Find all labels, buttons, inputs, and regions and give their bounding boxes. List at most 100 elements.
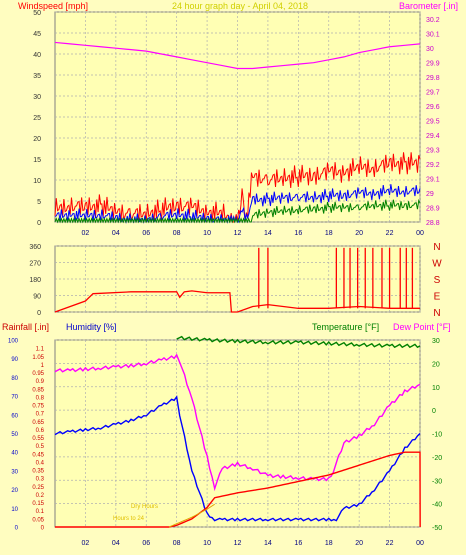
compass-label: N	[433, 308, 440, 319]
rain-tick-label: 0.4	[36, 460, 45, 466]
humidity-tick-label: 70	[11, 395, 18, 401]
y2-tick-label: 30.1	[426, 32, 440, 39]
rain-tick-label: 0.3	[36, 477, 45, 483]
rain-tick-label: 0.65	[32, 420, 44, 426]
y-tick-label: 25	[33, 115, 41, 122]
humidity-tick-label: 80	[11, 376, 18, 382]
series-rainfall	[55, 451, 421, 528]
left-axis-label: Windspeed [mph]	[18, 1, 88, 11]
y2-tick-label: 29.3	[426, 148, 440, 155]
x-tick-label: 12	[234, 540, 242, 547]
y2-tick-label: 29.4	[426, 133, 440, 140]
right-axis-label: Barometer [.in]	[399, 1, 458, 11]
temp-tick-label: 0	[432, 408, 436, 415]
x-tick-label: 02	[82, 230, 90, 237]
x-tick-label: 00	[416, 540, 424, 547]
rain-tick-label: 0.6	[36, 428, 45, 434]
x-tick-label: 22	[386, 230, 394, 237]
temp-tick-label: 20	[432, 361, 440, 368]
series-temperature	[176, 335, 421, 349]
y-tick-label: 35	[33, 73, 41, 80]
y2-tick-label: 28.9	[426, 206, 440, 213]
y-tick-label: 50	[33, 10, 41, 17]
rain-humidity-temperature-chart: -50-40-30-20-10010203000.050.10.150.20.2…	[2, 322, 451, 547]
x-tick-label: 20	[355, 540, 363, 547]
compass-label: W	[432, 259, 442, 270]
y-tick-label: 180	[29, 277, 41, 284]
rain-tick-label: 0.95	[32, 371, 44, 377]
rain-tick-label: 0.35	[32, 469, 44, 475]
temp-tick-label: 30	[432, 338, 440, 345]
y2-tick-label: 29.8	[426, 75, 440, 82]
rain-tick-label: 0.1	[36, 509, 45, 515]
x-tick-label: 04	[112, 540, 120, 547]
series-rain-rate	[168, 503, 215, 528]
y2-tick-label: 29	[426, 191, 434, 198]
y-tick-label: 360	[29, 244, 41, 251]
dew-point-axis-label: Dew Point [°F]	[393, 322, 451, 332]
x-tick-label: 12	[234, 230, 242, 237]
humidity-tick-label: 0	[15, 526, 19, 532]
y2-tick-label: 28.8	[426, 220, 440, 227]
temp-tick-label: -50	[432, 525, 442, 532]
x-tick-label: 16	[294, 230, 302, 237]
rain-tick-label: 0.55	[32, 436, 44, 442]
y2-tick-label: 29.5	[426, 119, 440, 126]
y-tick-label: 10	[33, 178, 41, 185]
temp-tick-label: 10	[432, 385, 440, 392]
temperature-axis-label: Temperature [°F]	[312, 322, 379, 332]
x-tick-label: 22	[386, 540, 394, 547]
rain-tick-label: 0.25	[32, 485, 44, 491]
rain-tick-label: 0.15	[32, 501, 44, 507]
x-tick-label: 14	[264, 540, 272, 547]
series-wind-direction	[54, 290, 420, 313]
humidity-tick-label: 90	[11, 357, 18, 363]
compass-label: E	[434, 292, 441, 303]
rain-tick-label: 1	[41, 363, 45, 369]
y-tick-label: 45	[33, 31, 41, 38]
y2-tick-label: 30.2	[426, 17, 440, 24]
series-dew-point	[54, 353, 421, 492]
y2-tick-label: 30	[426, 46, 434, 53]
x-tick-label: 18	[325, 540, 333, 547]
rain-tick-label: 0.45	[32, 452, 44, 458]
rain-tick-label: 0.05	[32, 517, 44, 523]
rainfall-axis-label: Rainfall [.in]	[2, 322, 49, 332]
humidity-tick-label: 100	[8, 339, 19, 345]
rain-tick-label: 0.7	[36, 412, 45, 418]
y-tick-label: 40	[33, 52, 41, 59]
y2-tick-label: 29.9	[426, 61, 440, 68]
y-tick-label: 270	[29, 261, 41, 268]
rain-tick-label: 0.5	[36, 444, 45, 450]
dry-hours-label: Dry Hours	[131, 504, 158, 510]
humidity-axis-label: Humidity [%]	[66, 322, 117, 332]
y-tick-label: 15	[33, 157, 41, 164]
temp-tick-label: -20	[432, 455, 442, 462]
series-barometer	[54, 41, 421, 70]
chart-title: 24 hour graph day - April 04, 2018	[172, 1, 308, 11]
rain-tick-label: 0.9	[36, 379, 45, 385]
x-tick-label: 20	[355, 230, 363, 237]
x-tick-label: 18	[325, 230, 333, 237]
x-tick-label: 08	[173, 230, 181, 237]
x-tick-label: 14	[264, 230, 272, 237]
temp-tick-label: -40	[432, 502, 442, 509]
series-humidity	[54, 395, 421, 522]
y2-tick-label: 29.6	[426, 104, 440, 111]
humidity-tick-label: 40	[11, 451, 18, 457]
compass-label: N	[433, 242, 440, 253]
x-tick-label: 06	[142, 540, 150, 547]
rain-tick-label: 0	[41, 526, 45, 532]
y-tick-label: 5	[37, 199, 41, 206]
hours-to-24-label: Hours to 24	[113, 516, 145, 522]
x-tick-label: 10	[203, 540, 211, 547]
humidity-tick-label: 30	[11, 469, 18, 475]
y-tick-label: 20	[33, 136, 41, 143]
y2-tick-label: 29.7	[426, 90, 440, 97]
y-tick-label: 30	[33, 94, 41, 101]
x-tick-label: 02	[82, 540, 90, 547]
series-wind-low	[54, 198, 421, 224]
compass-label: S	[434, 275, 441, 286]
